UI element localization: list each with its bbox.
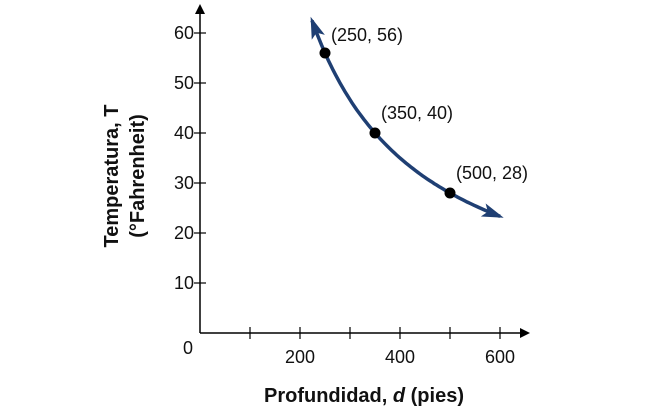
points-group: (250, 56) (350, 40) (500, 28): [319, 25, 528, 199]
y-axis-label-line2: (°Fahrenheit): [127, 114, 149, 238]
x-tick-label: 200: [285, 347, 315, 367]
y-axis-label-line1: Temperatura, T: [101, 105, 123, 248]
data-point-label: (350, 40): [381, 103, 453, 123]
y-tick-label: 50: [174, 73, 194, 93]
data-point: [444, 187, 456, 199]
y-tick-label: 30: [174, 173, 194, 193]
data-point-label: (500, 28): [456, 163, 528, 183]
data-point: [369, 127, 381, 139]
origin-label: 0: [183, 338, 193, 358]
x-tick-label: 600: [485, 347, 515, 367]
data-point: [319, 47, 331, 59]
y-tick-label: 10: [174, 273, 194, 293]
curve-line: [310, 16, 504, 218]
x-tick-label: 400: [385, 347, 415, 367]
y-tick-label: 20: [174, 223, 194, 243]
data-point-label: (250, 56): [331, 25, 403, 45]
axes: 200 400 600 10 20 30 40 50 60: [174, 4, 530, 367]
x-axis-label-unit: (pies): [405, 385, 464, 407]
curve-group: [310, 16, 504, 218]
y-tick-label: 40: [174, 123, 194, 143]
x-axis-label: Profundidad, d (pies): [264, 385, 464, 407]
x-axis-label-main: Profundidad,: [264, 385, 393, 407]
y-tick-label: 60: [174, 23, 194, 43]
x-axis-label-var: d: [393, 385, 406, 407]
